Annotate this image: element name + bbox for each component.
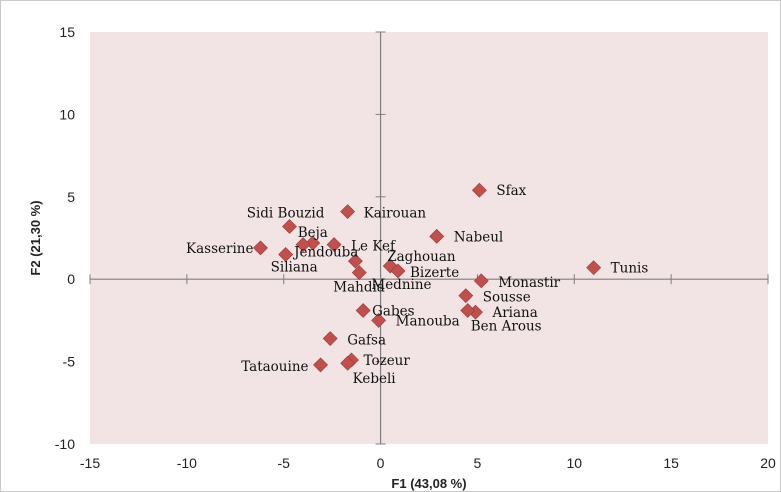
plot-area bbox=[90, 32, 768, 444]
data-point-marker bbox=[390, 263, 406, 279]
x-tick-label: -5 bbox=[277, 455, 290, 471]
x-tick-label: 15 bbox=[663, 455, 679, 471]
point-label: Tunis bbox=[611, 261, 649, 277]
point-label: Sousse bbox=[483, 290, 531, 306]
data-points bbox=[253, 182, 602, 373]
data-point-marker bbox=[313, 357, 328, 373]
x-tick-labels: -15 -10 -5 0 5 10 15 20 bbox=[80, 455, 776, 471]
point-label: Monastir bbox=[498, 275, 560, 291]
data-point-marker bbox=[355, 303, 371, 318]
data-point-marker bbox=[371, 312, 387, 328]
data-point-marker bbox=[340, 355, 356, 371]
point-label: Mahdia bbox=[333, 280, 385, 296]
data-point-marker bbox=[295, 237, 311, 253]
x-axis-title: F1 (43,08 %) bbox=[391, 476, 466, 491]
x-tick-label: -10 bbox=[177, 455, 197, 471]
data-point-marker bbox=[305, 235, 321, 251]
point-label: Kairouan bbox=[364, 206, 427, 222]
data-point-marker bbox=[278, 247, 294, 262]
data-point-marker bbox=[253, 240, 268, 256]
data-point-marker bbox=[340, 204, 356, 220]
point-label: Ben Arous bbox=[471, 319, 542, 335]
point-label: Tataouine bbox=[241, 359, 308, 375]
x-tick-label: 10 bbox=[566, 455, 582, 471]
y-tick-label: -5 bbox=[63, 354, 76, 370]
data-point-marker bbox=[460, 303, 476, 318]
data-point-marker bbox=[282, 219, 297, 234]
point-label: Zaghouan bbox=[387, 249, 456, 265]
x-tick-label: 20 bbox=[760, 455, 776, 471]
data-point-marker bbox=[351, 265, 367, 281]
y-axis-title: F2 (21,30 %) bbox=[28, 200, 43, 275]
x-tick-label: 5 bbox=[474, 455, 482, 471]
point-label: Bizerte bbox=[410, 265, 459, 281]
data-point-marker bbox=[458, 288, 474, 304]
point-label: Tozeur bbox=[364, 353, 411, 369]
data-point-marker bbox=[471, 182, 487, 198]
point-labels: Sfax Kairouan Sidi Bouzid Nabeul Beja Le Kef K… bbox=[186, 183, 648, 387]
point-label: Le Kef bbox=[351, 239, 396, 255]
point-label: Sfax bbox=[496, 183, 526, 199]
y-tick-label: -10 bbox=[55, 436, 75, 452]
point-label: Mednine bbox=[371, 277, 431, 293]
point-label: Gafsa bbox=[347, 333, 386, 349]
y-tick-labels: -10 -5 0 5 10 15 bbox=[55, 24, 75, 452]
data-point-marker bbox=[326, 237, 342, 253]
point-label: Kebeli bbox=[353, 371, 397, 387]
y-tick-label: 15 bbox=[59, 24, 75, 40]
data-point-marker bbox=[586, 260, 602, 276]
y-tick-label: 0 bbox=[67, 271, 75, 287]
point-label: Jendouba bbox=[292, 245, 358, 261]
y-tick-label: 10 bbox=[59, 106, 75, 122]
data-point-marker bbox=[322, 331, 338, 346]
point-label: Gabes bbox=[372, 304, 414, 320]
data-point-marker bbox=[473, 273, 489, 289]
x-tick-label: -15 bbox=[80, 455, 100, 471]
data-point-marker bbox=[347, 253, 363, 269]
y-tick-label: 5 bbox=[67, 189, 75, 205]
point-label: Beja bbox=[298, 225, 328, 241]
point-label: Siliana bbox=[271, 259, 318, 275]
point-label: Sidi Bouzid bbox=[247, 205, 325, 221]
point-label: Ariana bbox=[491, 305, 537, 321]
data-point-marker bbox=[429, 228, 445, 244]
x-tick-label: 0 bbox=[377, 455, 385, 471]
point-label: Manouba bbox=[396, 313, 460, 329]
point-label: Nabeul bbox=[454, 229, 504, 245]
point-label: Kasserine bbox=[186, 241, 253, 257]
